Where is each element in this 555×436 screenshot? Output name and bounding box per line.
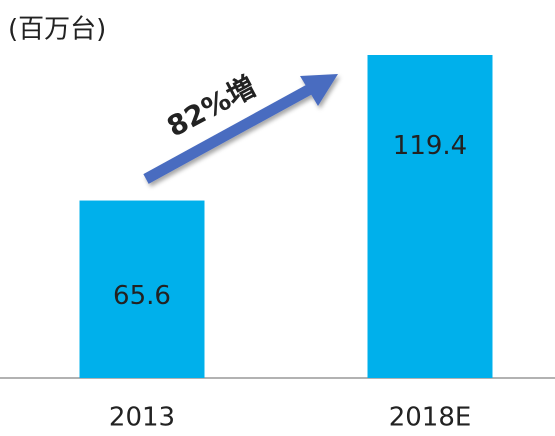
growth-annotation: 82%増 [162, 70, 261, 144]
bar [79, 200, 205, 378]
arrow-shaft [143, 83, 315, 184]
unit-label: (百万台) [8, 15, 106, 45]
arrow-head [300, 74, 338, 106]
growth-arrow [143, 74, 338, 184]
value-label: 119.4 [393, 131, 467, 161]
x-tick-label: 2013 [109, 403, 175, 433]
x-tick-label: 2018E [389, 403, 472, 433]
value-label: 65.6 [113, 281, 171, 311]
bar [367, 55, 493, 378]
